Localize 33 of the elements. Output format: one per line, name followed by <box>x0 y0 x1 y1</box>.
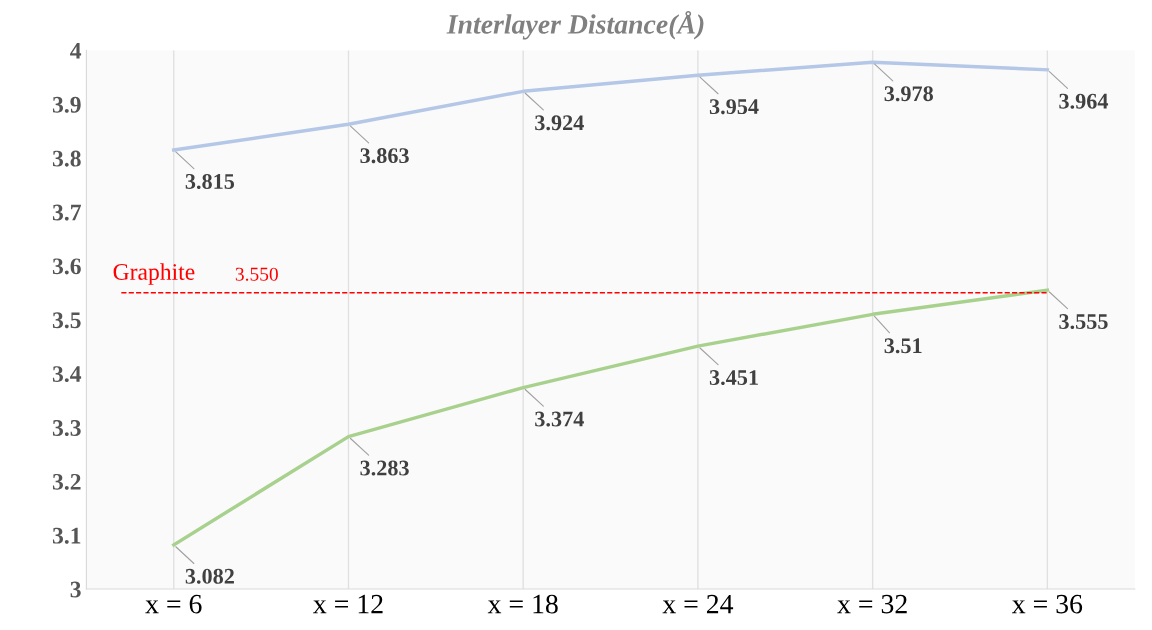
data-label: 3.863 <box>360 148 409 164</box>
data-label: 3.964 <box>1059 93 1109 109</box>
y-tick-label: 3.3 <box>52 420 81 436</box>
y-tick-label: 3.1 <box>52 527 81 544</box>
y-tick-label: 4 <box>70 43 82 59</box>
x-tick-label: x = 6 <box>145 594 202 614</box>
data-label: 3.815 <box>185 173 235 190</box>
x-tick-label: x = 24 <box>662 594 734 614</box>
y-tick-label: 3.2 <box>52 473 81 490</box>
y-tick-label: 3.6 <box>52 258 81 275</box>
data-label: 3.374 <box>535 411 584 427</box>
x-tick-label: x = 36 <box>1011 594 1083 614</box>
y-tick-label: 3 <box>70 581 81 598</box>
chart-title: Interlayer Distance(Å) <box>446 10 704 40</box>
y-tick-label: 3.8 <box>52 150 81 167</box>
data-label: 3.082 <box>185 568 234 584</box>
x-tick-label: x = 12 <box>313 594 383 614</box>
y-tick-label: 3.4 <box>52 366 82 383</box>
line-series <box>172 288 1050 547</box>
x-tick-label: x = 18 <box>487 594 558 614</box>
data-label: 3.978 <box>884 86 934 102</box>
data-label: 3.451 <box>709 370 758 386</box>
data-label: 3.954 <box>709 99 759 115</box>
data-label: 3.555 <box>1059 314 1108 330</box>
y-tick-label: 3.9 <box>52 96 81 113</box>
x-tick-label: x = 32 <box>837 594 907 614</box>
data-label: 3.283 <box>360 460 409 476</box>
data-label: 3.51 <box>884 338 922 354</box>
ref-line-label: Graphite <box>113 263 195 285</box>
y-tick-label: 3.7 <box>52 204 81 221</box>
annotation: 3.550 <box>235 267 278 281</box>
data-label: 3.924 <box>535 115 584 131</box>
y-tick-label: 3.5 <box>52 312 81 329</box>
